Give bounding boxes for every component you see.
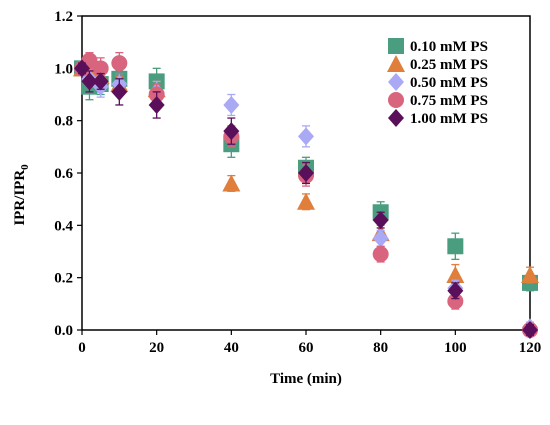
series-5 [74, 59, 538, 339]
data-point [522, 321, 538, 339]
data-point [372, 246, 389, 263]
x-tick-label: 20 [149, 340, 164, 356]
y-tick-label: 0.2 [54, 271, 73, 287]
legend-label: 0.10 mM PS [410, 39, 488, 55]
y-axis-title-main: IPR/IPR [12, 170, 28, 226]
x-tick-label: 40 [224, 340, 239, 356]
data-point [446, 266, 465, 284]
x-tick-label: 100 [444, 340, 467, 356]
y-tick-label: 0.8 [54, 114, 73, 130]
y-tick-label: 1.2 [54, 9, 73, 25]
x-tick-label: 0 [78, 340, 86, 356]
y-axis-title: IPR/IPR0 [12, 164, 31, 226]
x-axis-title: Time (min) [270, 371, 342, 387]
legend-label: 0.25 mM PS [410, 57, 488, 73]
data-point [297, 192, 315, 210]
data-point [92, 60, 109, 77]
data-point [92, 72, 109, 91]
data-point [74, 59, 90, 78]
legend-label: 0.75 mM PS [410, 93, 488, 109]
x-tick-label: 120 [519, 340, 542, 356]
plot-area: 0 20 40 60 80 100 120 0.0 0.2 0.4 0.6 0.8 1.0 1.2 [54, 9, 541, 356]
legend-marker [388, 38, 404, 54]
data-point [372, 229, 389, 248]
data-point [447, 281, 464, 300]
legend-marker [388, 109, 404, 127]
x-tick-label: 80 [373, 340, 388, 356]
x-tick-label: 60 [299, 340, 314, 356]
data-point [223, 122, 240, 141]
data-point [81, 72, 98, 91]
legend-label: 0.50 mM PS [410, 75, 488, 91]
data-point [298, 164, 314, 182]
data-point [521, 266, 539, 284]
data-point [111, 55, 128, 72]
legend-marker [388, 92, 404, 108]
data-point [148, 95, 165, 114]
legend: 0.10 mM PS 0.25 mM PS 0.50 mM PS 0.75 mM PS… [387, 38, 488, 127]
data-point [223, 95, 240, 114]
y-tick-label: 0.4 [54, 218, 73, 234]
legend-label: 1.00 mM PS [410, 111, 488, 127]
data-point [298, 127, 314, 146]
data-point [372, 211, 389, 230]
y-tick-label: 1.0 [54, 61, 73, 77]
data-point [111, 82, 128, 101]
data-point [222, 174, 241, 192]
data-point [447, 238, 464, 255]
y-tick-label: 0.6 [54, 166, 73, 182]
legend-marker [387, 55, 405, 72]
legend-marker [388, 73, 404, 91]
y-axis-title-subscript: 0 [19, 164, 31, 170]
y-tick-label: 0.0 [54, 323, 73, 339]
data-point [447, 293, 464, 310]
